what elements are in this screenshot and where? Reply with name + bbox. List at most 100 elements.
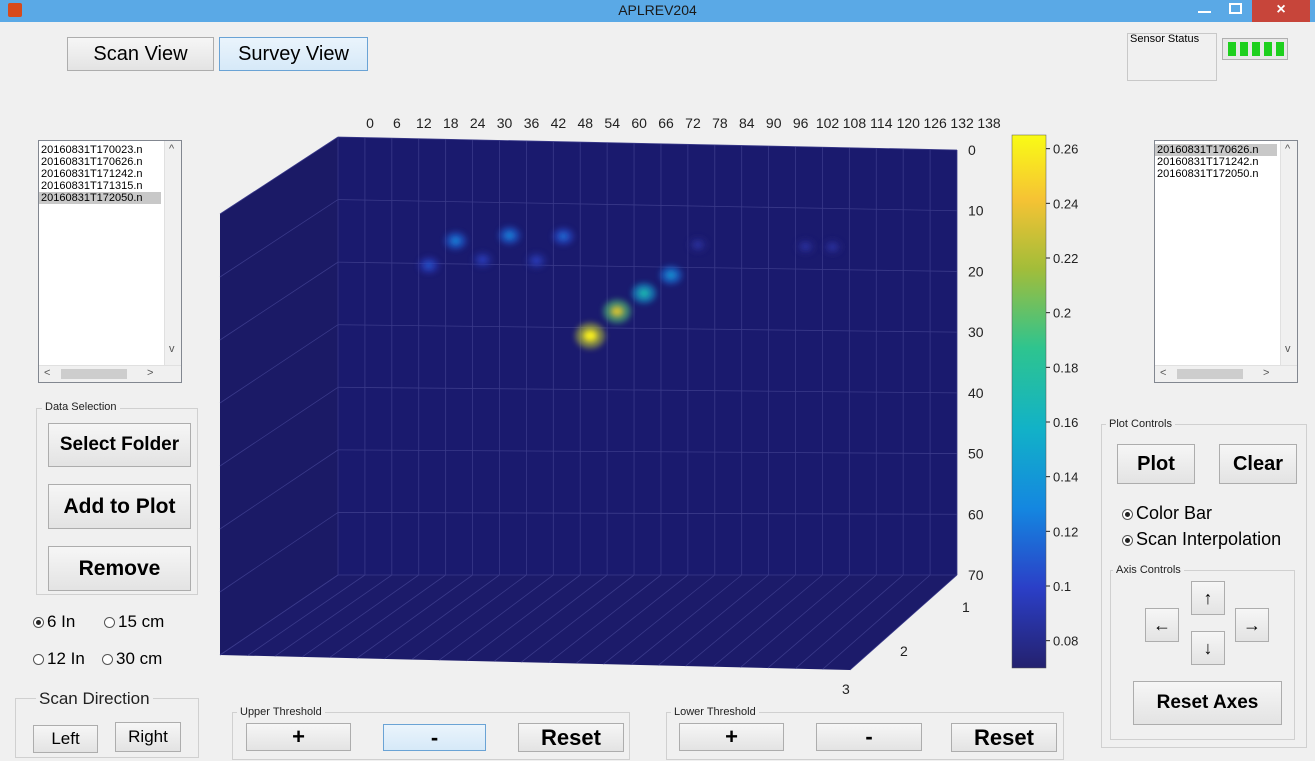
lower-threshold-plus-button[interactable]: + bbox=[679, 723, 784, 751]
sensor-bar bbox=[1228, 42, 1236, 56]
list-item[interactable]: 20160831T172050.n bbox=[1157, 168, 1259, 180]
scroll-left-icon[interactable]: < bbox=[44, 367, 51, 379]
axis-right-arrow-icon[interactable]: → bbox=[1235, 608, 1269, 642]
y-tick-label: 20 bbox=[968, 263, 984, 279]
x-tick-label: 18 bbox=[443, 115, 459, 131]
right-file-listbox[interactable]: 20160831T170626.n 20160831T171242.n 201608… bbox=[1154, 140, 1298, 383]
clear-button[interactable]: Clear bbox=[1219, 444, 1297, 484]
z-tick-label: 2 bbox=[900, 643, 908, 659]
right-list-vscrollbar[interactable]: ^ v bbox=[1280, 141, 1297, 367]
minimize-icon[interactable] bbox=[1192, 0, 1218, 22]
hotspot bbox=[558, 233, 568, 240]
hotspot bbox=[638, 288, 650, 298]
left-wall-gridline bbox=[219, 512, 339, 593]
scan-left-button[interactable]: Left bbox=[33, 725, 98, 753]
scroll-down-icon[interactable]: v bbox=[1285, 343, 1291, 355]
floor-gridline bbox=[603, 574, 716, 665]
radio-12-in-label: 12 In bbox=[47, 649, 85, 668]
scroll-right-icon[interactable]: > bbox=[147, 367, 154, 379]
radio-6-in[interactable]: 6 In bbox=[33, 612, 75, 632]
color-bar-label: Color Bar bbox=[1136, 503, 1213, 523]
floor-gridline bbox=[219, 574, 339, 656]
sensor-bar bbox=[1276, 42, 1284, 56]
list-item[interactable]: 20160831T170023.n bbox=[41, 144, 143, 156]
radio-12-in[interactable]: 12 In bbox=[33, 649, 85, 669]
left-list-hscroll-thumb[interactable] bbox=[61, 369, 127, 379]
y-tick-label: 10 bbox=[968, 203, 984, 219]
plot-back-wall bbox=[338, 137, 957, 575]
lower-threshold-group: Lower Threshold bbox=[666, 706, 1064, 760]
x-tick-label: 138 bbox=[977, 115, 1001, 131]
list-item[interactable]: 20160831T170626.n bbox=[41, 156, 143, 168]
radio-15-cm[interactable]: 15 cm bbox=[104, 612, 164, 632]
color-bar-radio[interactable]: Color Bar bbox=[1122, 503, 1212, 524]
z-axis-ticks: 1 2 3 bbox=[842, 599, 970, 697]
colorbar-tick-label: 0.14 bbox=[1053, 470, 1078, 485]
x-tick-label: 108 bbox=[843, 115, 867, 131]
scroll-right-icon[interactable]: > bbox=[1263, 367, 1270, 379]
remove-button[interactable]: Remove bbox=[48, 546, 191, 591]
scroll-left-icon[interactable]: < bbox=[1160, 367, 1167, 379]
axis-up-arrow-icon[interactable]: ↑ bbox=[1191, 581, 1225, 615]
x-tick-label: 0 bbox=[366, 115, 374, 131]
add-to-plot-button[interactable]: Add to Plot bbox=[48, 484, 191, 529]
upper-threshold-plus-button[interactable]: + bbox=[246, 723, 351, 751]
scan-right-button[interactable]: Right bbox=[115, 722, 181, 752]
reset-axes-button[interactable]: Reset Axes bbox=[1133, 681, 1282, 725]
axis-down-arrow-icon[interactable]: ↓ bbox=[1191, 631, 1225, 665]
x-tick-label: 126 bbox=[923, 115, 947, 131]
x-axis-ticks: 0 6 12 18 24 30 36 42 48 54 60 66 72 78 84 90 96 102 108 11… bbox=[366, 115, 1001, 131]
hotspot bbox=[583, 329, 598, 342]
axis-left-arrow-icon[interactable]: ← bbox=[1145, 608, 1179, 642]
back-wall-gridline bbox=[337, 199, 958, 212]
right-list-hscrollbar[interactable]: < > bbox=[1155, 365, 1297, 382]
list-item[interactable]: 20160831T172050.n bbox=[39, 192, 161, 204]
left-list-vscrollbar[interactable]: ^ v bbox=[164, 141, 181, 367]
axis-controls-title: Axis Controls bbox=[1113, 564, 1184, 576]
scan-view-button[interactable]: Scan View bbox=[67, 37, 214, 71]
plot-gridlines bbox=[219, 136, 958, 671]
lower-threshold-reset-button[interactable]: Reset bbox=[951, 723, 1057, 752]
floor-gridline bbox=[740, 574, 850, 668]
left-list-hscrollbar[interactable]: < > bbox=[39, 365, 181, 382]
data-selection-group: Data Selection bbox=[36, 401, 198, 595]
scroll-up-icon[interactable]: ^ bbox=[169, 143, 175, 155]
back-wall-gridline bbox=[337, 449, 958, 454]
y-tick-label: 30 bbox=[968, 324, 984, 340]
floor-gridline bbox=[329, 574, 446, 658]
x-tick-label: 96 bbox=[793, 115, 809, 131]
close-icon[interactable]: × bbox=[1252, 0, 1310, 22]
radio-selected-icon bbox=[1122, 535, 1133, 546]
list-item[interactable]: 20160831T171242.n bbox=[1157, 156, 1259, 168]
radio-30-cm[interactable]: 30 cm bbox=[102, 649, 162, 669]
colorbar-tick-label: 0.18 bbox=[1053, 360, 1078, 375]
floor-gridline bbox=[384, 574, 500, 660]
x-tick-label: 78 bbox=[712, 115, 728, 131]
maximize-icon[interactable] bbox=[1222, 0, 1248, 22]
upper-threshold-minus-button[interactable]: - bbox=[383, 724, 486, 751]
scan-interpolation-radio[interactable]: Scan Interpolation bbox=[1122, 529, 1281, 550]
floor-gridline bbox=[493, 574, 608, 662]
scroll-down-icon[interactable]: v bbox=[169, 343, 175, 355]
upper-threshold-reset-button[interactable]: Reset bbox=[518, 723, 624, 752]
list-item[interactable]: 20160831T171242.n bbox=[41, 168, 143, 180]
floor-gridline bbox=[575, 574, 689, 664]
y-tick-label: 70 bbox=[968, 567, 984, 583]
survey-view-button[interactable]: Survey View bbox=[219, 37, 368, 71]
list-item[interactable]: 20160831T170626.n bbox=[1155, 144, 1277, 156]
back-wall-gridline bbox=[337, 136, 958, 151]
select-folder-button[interactable]: Select Folder bbox=[48, 423, 191, 467]
left-wall-gridline bbox=[219, 261, 339, 341]
plot-button[interactable]: Plot bbox=[1117, 444, 1195, 484]
right-list-hscroll-thumb[interactable] bbox=[1177, 369, 1243, 379]
lower-threshold-minus-button[interactable]: - bbox=[816, 723, 922, 751]
floor-gridline bbox=[712, 574, 823, 668]
left-wall-gridline bbox=[219, 449, 339, 530]
left-file-listbox[interactable]: 20160831T170023.n 20160831T170626.n 201608… bbox=[38, 140, 182, 383]
scroll-up-icon[interactable]: ^ bbox=[1285, 143, 1291, 155]
list-item[interactable]: 20160831T171315.n bbox=[41, 180, 143, 192]
floor-gridline bbox=[849, 574, 958, 671]
hotspot bbox=[424, 262, 434, 269]
colorbar-tick-label: 0.12 bbox=[1053, 524, 1078, 539]
